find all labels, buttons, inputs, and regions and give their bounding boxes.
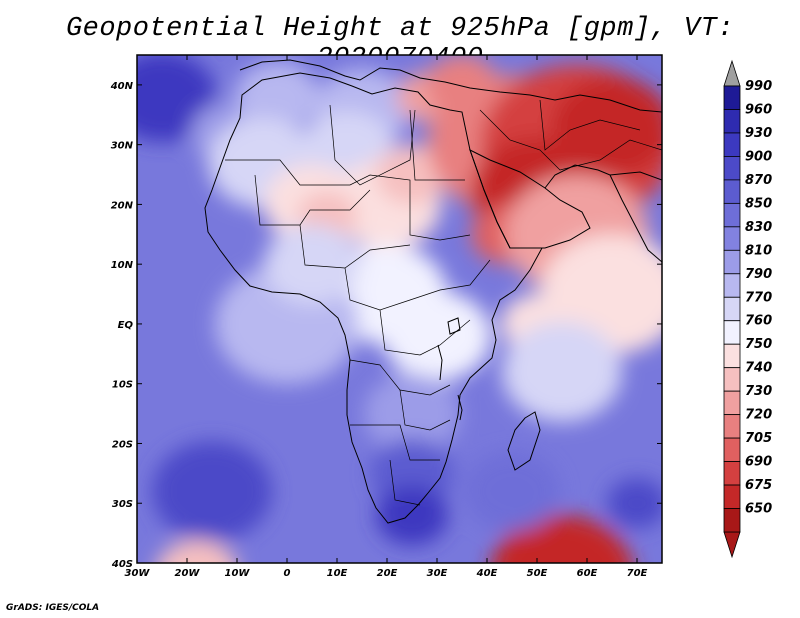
lon-tick-label: 50E — [527, 568, 548, 579]
field-blob — [264, 224, 360, 305]
colorbar-swatch — [723, 414, 741, 439]
colorbar-label: 705 — [745, 431, 772, 446]
colorbar-label: 690 — [745, 455, 772, 470]
lat-tick-label: 40N — [110, 81, 134, 92]
lon-tick-label: 60E — [577, 568, 598, 579]
field-blob — [552, 76, 662, 177]
lat-tick-label: 30S — [112, 499, 133, 510]
lat-tick-label: EQ — [118, 320, 134, 331]
colorbar-swatch — [723, 343, 741, 369]
lakes — [437, 317, 463, 421]
colorbar-top-triangle — [723, 59, 741, 87]
field-blob — [502, 321, 622, 422]
colorbar-label: 650 — [745, 502, 772, 517]
colorbar-swatch — [723, 367, 741, 392]
plot-frame — [136, 54, 663, 564]
colorbar-label: 750 — [745, 337, 772, 352]
longitude-ticks: 30W 20W 10W 0 10E 20E 30E 40E 50E 60E 70E — [125, 55, 648, 579]
lon-tick-label: 30E — [427, 568, 448, 579]
colorbar-swatch — [723, 85, 741, 110]
india-coastline — [609, 174, 662, 263]
lon-tick-label: 20E — [377, 568, 398, 579]
field-blob — [152, 441, 272, 542]
lat-tick-label: 10N — [111, 260, 134, 271]
persian-gulf-coastline — [544, 164, 662, 189]
credit-text: GrADS: IGES/COLA — [6, 603, 100, 613]
colorbar-swatch — [723, 508, 741, 533]
lake-victoria — [447, 317, 461, 335]
arabia-coastline — [469, 149, 591, 249]
colorbar-swatch — [723, 461, 741, 486]
colorbar-swatch — [723, 179, 741, 204]
colorbar-swatch — [723, 296, 741, 322]
field-blob — [235, 61, 319, 132]
colorbar-label: 900 — [745, 149, 772, 164]
lon-tick-label: 0 — [284, 568, 291, 579]
field-blob — [364, 373, 460, 454]
colorbar-swatch — [723, 273, 741, 298]
field-blob — [383, 290, 491, 381]
coastlines — [204, 59, 662, 524]
colorbar-label: 740 — [745, 361, 772, 376]
colorbar-label: 770 — [745, 290, 772, 305]
country-borders — [225, 99, 662, 506]
colorbar: 990 960 930 900 870 850 830 810 790 770 760 750 740 7… — [723, 59, 772, 559]
lat-tick-label: 20N — [111, 200, 134, 211]
lake-tanganyika — [437, 344, 443, 381]
colorbar-label: 730 — [745, 384, 772, 399]
africa-coastline — [204, 72, 543, 524]
colorbar-label: 850 — [745, 196, 772, 211]
height-field — [137, 55, 662, 563]
lat-tick-label: 30N — [111, 141, 134, 152]
field-blob — [607, 478, 662, 529]
madagascar-coastline — [507, 411, 541, 471]
lake-malawi — [457, 394, 463, 421]
colorbar-label: 720 — [745, 408, 772, 423]
colorbar-label: 790 — [745, 267, 772, 282]
colorbar-label: 830 — [745, 220, 772, 235]
lon-tick-label: 70E — [627, 568, 648, 579]
colorbar-swatch — [723, 249, 741, 275]
lon-tick-label: 10E — [327, 568, 348, 579]
colorbar-label: 930 — [745, 126, 772, 141]
latitude-ticks: 40N 30N 20N 10N EQ 10S 20S 30S 40S — [110, 81, 662, 570]
lon-tick-label: 30W — [125, 568, 151, 579]
colorbar-bottom-triangle — [723, 531, 741, 559]
colorbar-swatch — [723, 226, 741, 251]
lon-tick-label: 20W — [175, 568, 201, 579]
colorbar-label: 675 — [745, 478, 772, 493]
colorbar-swatch — [723, 484, 741, 509]
lat-tick-label: 20S — [112, 439, 133, 450]
colorbar-swatch — [723, 109, 741, 134]
colorbar-swatch — [723, 132, 741, 157]
lat-tick-label: 40S — [111, 559, 133, 570]
europe-coastline — [239, 59, 662, 113]
colorbar-swatch — [723, 390, 741, 416]
colorbar-label: 990 — [745, 79, 772, 94]
colorbar-label: 870 — [745, 173, 772, 188]
field-blob — [464, 451, 560, 532]
field-blob — [376, 485, 448, 546]
colorbar-label: 960 — [745, 102, 772, 117]
colorbar-swatch — [723, 156, 741, 181]
lon-tick-label: 10W — [225, 568, 251, 579]
colorbar-swatch — [723, 320, 741, 345]
colorbar-label: 760 — [745, 314, 772, 329]
field-blob — [157, 539, 237, 563]
colorbar-label: 810 — [745, 243, 772, 258]
lat-tick-label: 10S — [112, 380, 133, 391]
colorbar-swatch — [723, 437, 741, 462]
lon-tick-label: 40E — [476, 568, 498, 579]
colorbar-swatch — [723, 202, 741, 228]
